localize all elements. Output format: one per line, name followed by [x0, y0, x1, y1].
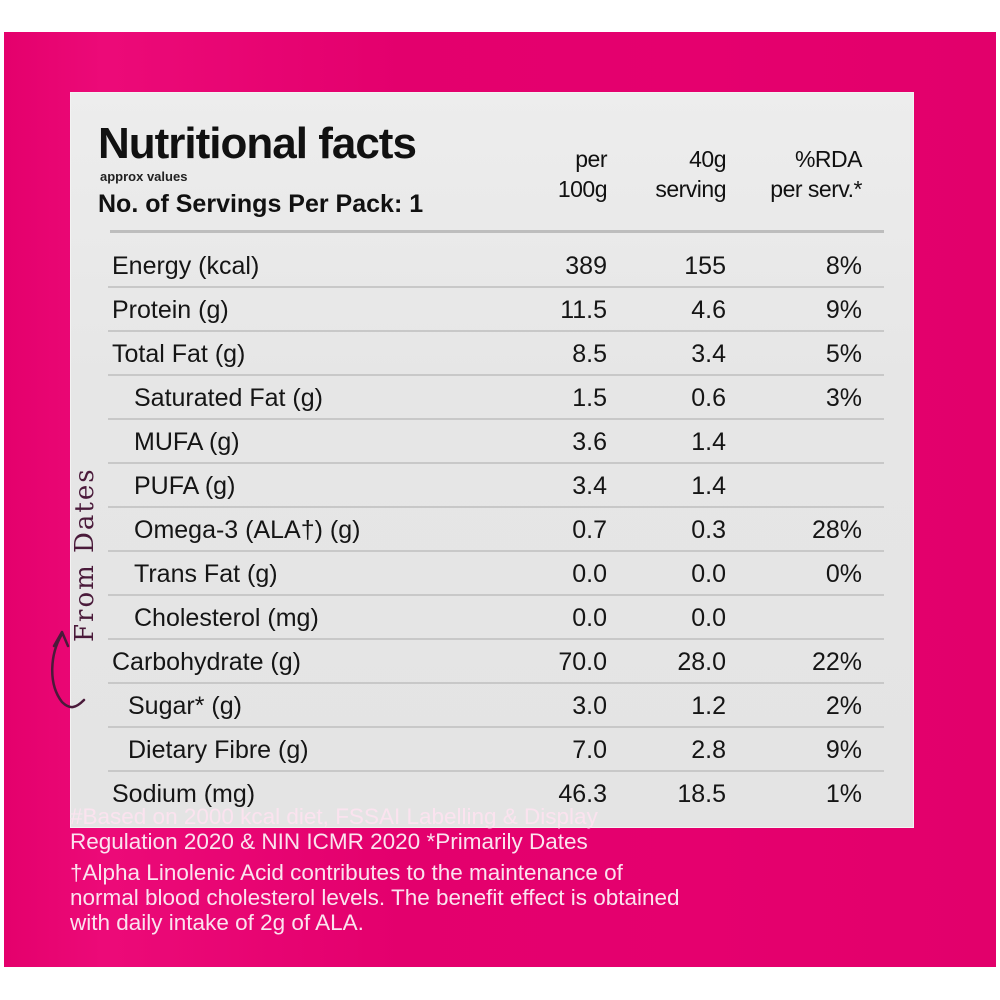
- rda-value: 1%: [825, 780, 862, 808]
- nutrient-name: Omega-3 (ALA†) (g): [134, 516, 361, 544]
- servings-per-pack: No. of Servings Per Pack: 1: [98, 190, 424, 218]
- rda-value: 22%: [811, 648, 862, 676]
- per-100g-value: 0.0: [572, 560, 607, 588]
- table-row: Cholesterol (mg) 0.0 0.0: [108, 596, 884, 640]
- table-row: Energy (kcal) 389 155 8%: [108, 244, 884, 288]
- per-100g-value: 7.0: [572, 736, 607, 764]
- nutrient-name: Total Fat (g): [112, 340, 246, 368]
- per-100g-value: 0.0: [572, 604, 607, 632]
- nutrition-facts-card: Nutritional facts approx values No. of S…: [70, 92, 914, 828]
- from-dates-text: From Dates: [70, 467, 100, 642]
- per-100g-value: 70.0: [558, 648, 607, 676]
- from-dates-annotation: From Dates: [22, 392, 100, 732]
- per-serving-value: 1.4: [691, 472, 726, 500]
- per-serving-value: 1.2: [691, 692, 726, 720]
- table-row: Carbohydrate (g) 70.0 28.0 22%: [108, 640, 884, 684]
- table-row: MUFA (g) 3.6 1.4: [108, 420, 884, 464]
- nutrient-name: Trans Fat (g): [134, 560, 278, 588]
- footnote-ala-claim: †Alpha Linolenic Acid contributes to the…: [70, 860, 680, 935]
- per-serving-value: 155: [684, 252, 726, 280]
- curved-arrow-icon: [51, 630, 86, 709]
- per-serving-value: 3.4: [691, 340, 726, 368]
- per-100g-value: 0.7: [572, 516, 607, 544]
- rda-value: 3%: [825, 384, 862, 412]
- per-serving-value: 0.0: [691, 604, 726, 632]
- rda-value: 9%: [825, 296, 862, 324]
- per-100g-value: 46.3: [558, 780, 607, 808]
- per-serving-value: 2.8: [691, 736, 726, 764]
- per-serving-value: 0.0: [691, 560, 726, 588]
- table-row: Dietary Fibre (g) 7.0 2.8 9%: [108, 728, 884, 772]
- per-100g-value: 8.5: [572, 340, 607, 368]
- rda-value: 28%: [811, 516, 862, 544]
- per-serving-value: 0.3: [691, 516, 726, 544]
- per-100g-value: 1.5: [572, 384, 607, 412]
- nutrient-name: Dietary Fibre (g): [128, 736, 309, 764]
- column-header-per-serving: 40g serving: [655, 146, 726, 202]
- per-serving-value: 4.6: [691, 296, 726, 324]
- per-100g-value: 3.6: [572, 428, 607, 456]
- rda-value: 5%: [825, 340, 862, 368]
- nutrition-title: Nutritional facts: [98, 119, 417, 168]
- nutrient-name: Carbohydrate (g): [112, 648, 301, 676]
- footnote-rda-basis: #Based on 2000 kcal diet, FSSAI Labellin…: [70, 804, 598, 854]
- nutrient-name: Saturated Fat (g): [134, 384, 323, 412]
- per-100g-value: 389: [565, 252, 607, 280]
- footnotes: #Based on 2000 kcal diet, FSSAI Labellin…: [70, 804, 930, 941]
- nutrient-name: Energy (kcal): [112, 252, 260, 280]
- nutrient-name: PUFA (g): [134, 472, 236, 500]
- per-serving-value: 1.4: [691, 428, 726, 456]
- table-row: Total Fat (g) 8.5 3.4 5%: [108, 332, 884, 376]
- per-serving-value: 0.6: [691, 384, 726, 412]
- per-serving-value: 18.5: [677, 780, 726, 808]
- nutrient-name: Cholesterol (mg): [134, 604, 319, 632]
- per-100g-value: 11.5: [560, 296, 607, 324]
- approx-values-note: approx values: [100, 169, 188, 184]
- table-row: Saturated Fat (g) 1.5 0.6 3%: [108, 376, 884, 420]
- per-serving-value: 28.0: [677, 648, 726, 676]
- table-row: Protein (g) 11.5 4.6 9%: [108, 288, 884, 332]
- nutrient-name: Sodium (mg): [112, 780, 256, 808]
- rda-value: 0%: [825, 560, 862, 588]
- per-100g-value: 3.0: [572, 692, 607, 720]
- column-header-rda: %RDA per serv.*: [770, 146, 862, 202]
- rda-value: 2%: [825, 692, 862, 720]
- table-row: Trans Fat (g) 0.0 0.0 0%: [108, 552, 884, 596]
- table-row: Omega-3 (ALA†) (g) 0.7 0.3 28%: [108, 508, 884, 552]
- package-panel: Nutritional facts approx values No. of S…: [4, 32, 996, 967]
- nutrition-table: Energy (kcal) 389 155 8% Protein (g) 11.…: [108, 244, 884, 814]
- nutrient-name: Sugar* (g): [128, 692, 242, 720]
- table-row: PUFA (g) 3.4 1.4: [108, 464, 884, 508]
- column-header-per-100g: per 100g: [557, 146, 608, 202]
- table-row: Sugar* (g) 3.0 1.2 2%: [108, 684, 884, 728]
- per-100g-value: 3.4: [572, 472, 607, 500]
- rda-value: 8%: [825, 252, 862, 280]
- rda-value: 9%: [825, 736, 862, 764]
- header-divider: [110, 230, 884, 233]
- table-row: Sodium (mg) 46.3 18.5 1%: [108, 772, 884, 814]
- nutrient-name: MUFA (g): [134, 428, 240, 456]
- nutrient-name: Protein (g): [112, 296, 229, 324]
